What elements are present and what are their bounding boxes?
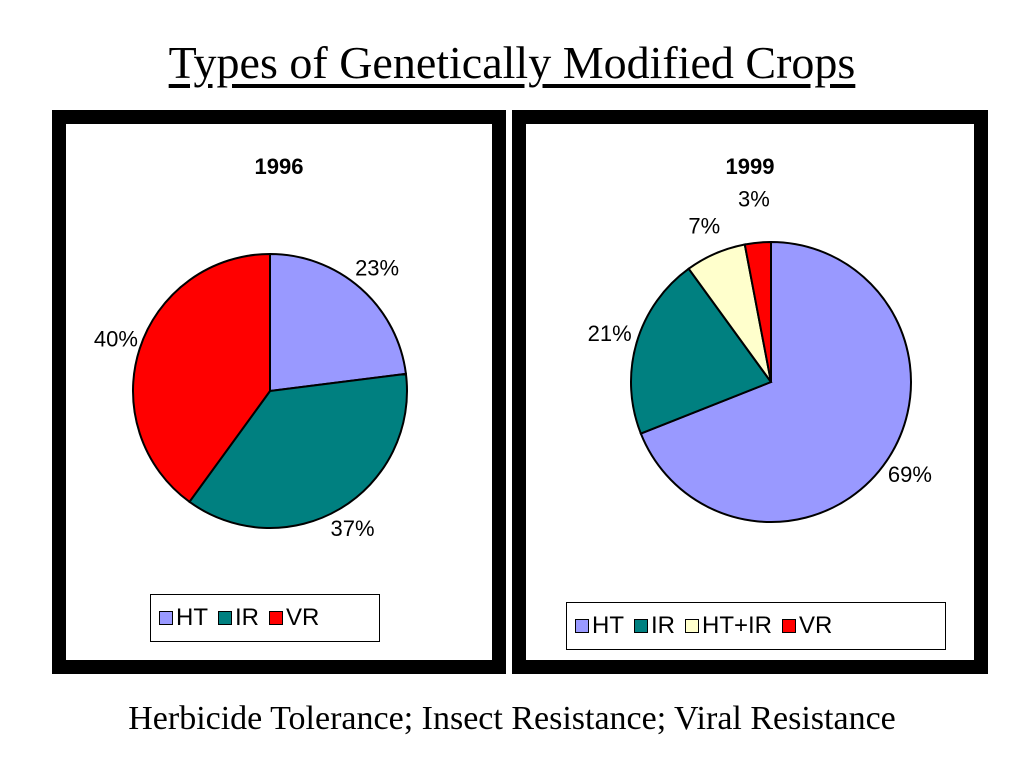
pie-slice-ht [639,240,912,523]
slice-label-vr: 3% [738,187,770,212]
legend-label-vr: VR [799,612,833,639]
legend-swatch-vr [269,611,283,625]
pie-slice-vr [743,240,772,383]
chart-title-1996: 1996 [254,154,304,179]
pie-chart-1996: 23% 37% 40% [94,252,408,541]
legend-swatch-ir [218,611,232,625]
slice-label-ht: 23% [355,255,399,280]
chart-area-1999: 1999 69% 21% 7% 3% HT IR HT+IR VR [526,124,974,660]
slice-label-vr: 40% [94,327,138,352]
legend-item-ir: IR [634,612,675,640]
legend-label-ht: HT [592,612,624,639]
legend-1996: HT IR VR [150,594,380,642]
pie-slice-vr [132,252,271,504]
pie-slice-ht [269,252,408,393]
pie-slice-ir [188,372,408,530]
footer-caption: Herbicide Tolerance; Insect Resistance; … [128,700,896,737]
legend-label-ir: IR [235,604,259,631]
legend-item-ir: IR [218,604,259,632]
slice-label-ir: 37% [330,516,374,541]
legend-swatch-ht [575,619,589,633]
legend-label-vr: VR [286,604,320,631]
slice-label-ht-ir: 7% [688,214,720,239]
legend-1999: HT IR HT+IR VR [566,602,946,650]
legend-item-ht: HT [575,612,624,640]
chart-area-1996: 1996 23% 37% 40% HT IR VR [66,124,492,660]
legend-label-ht-ir: HT+IR [702,612,773,639]
legend-swatch-vr [782,619,797,633]
chart-panel-1999: 1999 69% 21% 7% 3% HT IR HT+IR VR [512,110,988,674]
slice-label-ir: 21% [588,321,632,346]
legend-swatch-ht-ir [685,619,699,633]
chart-title-1999: 1999 [725,154,775,179]
legend-item-vr: VR [782,612,832,640]
legend-item-ht-ir: HT+IR [685,612,772,640]
slide-title: Types of Genetically Modified Crops [168,37,856,88]
legend-swatch-ht [159,611,173,625]
pie-chart-1999: 69% 21% 7% 3% [588,187,932,523]
pie-slice-ir [630,267,773,435]
legend-item-vr: VR [269,604,319,632]
legend-label-ht: HT [176,604,208,631]
legend-swatch-ir [634,619,648,633]
chart-panel-1996: 1996 23% 37% 40% HT IR VR [52,110,506,674]
legend-item-ht: HT [159,604,208,632]
legend-label-ir: IR [651,612,675,639]
slice-label-ht: 69% [888,462,932,487]
